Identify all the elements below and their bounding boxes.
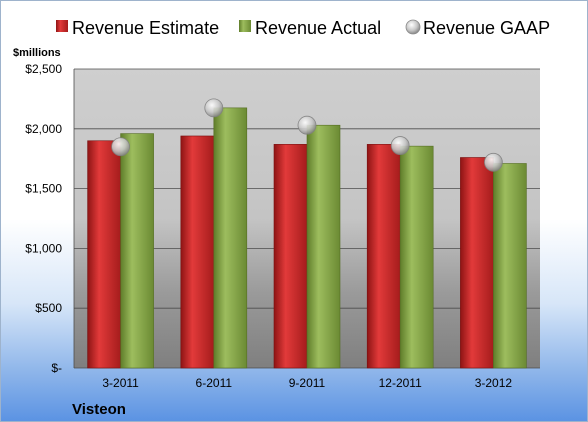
legend-label-estimate: Revenue Estimate bbox=[72, 18, 219, 38]
x-tick-label: 3-2011 bbox=[102, 376, 139, 390]
legend-swatch-estimate bbox=[56, 20, 68, 32]
bar-revenue-estimate bbox=[180, 135, 215, 369]
bar-revenue-actual bbox=[493, 163, 527, 369]
y-tick-label: $500 bbox=[35, 301, 62, 315]
bar-revenue-actual bbox=[213, 107, 248, 369]
y-axis-ticks: $- $500 $1,000 $1,500 $2,000 $2,500 bbox=[25, 62, 62, 375]
y-tick-label: $2,000 bbox=[25, 122, 62, 136]
x-tick-label: 3-2012 bbox=[475, 376, 513, 390]
bar-revenue-estimate bbox=[460, 157, 494, 369]
bar-revenue-actual bbox=[120, 133, 154, 369]
y-tick-label: $1,000 bbox=[25, 241, 62, 255]
marker-revenue-gaap bbox=[483, 152, 503, 172]
y-tick-label: $1,500 bbox=[25, 182, 62, 196]
bar-revenue-estimate bbox=[273, 144, 308, 369]
bar-revenue-estimate bbox=[87, 140, 121, 369]
bar-revenue-actual bbox=[399, 145, 434, 369]
marker-revenue-gaap bbox=[204, 98, 224, 118]
marker-revenue-gaap bbox=[390, 136, 410, 155]
legend: Revenue Estimate Revenue Actual Revenue … bbox=[56, 18, 550, 38]
gaap-markers bbox=[111, 98, 503, 172]
legend-swatch-actual bbox=[239, 20, 251, 32]
company-name: Visteon bbox=[72, 401, 126, 418]
bar-revenue-actual bbox=[306, 124, 341, 369]
y-tick-label: $- bbox=[51, 361, 62, 375]
y-tick-label: $2,500 bbox=[25, 62, 62, 76]
legend-label-gaap: Revenue GAAP bbox=[423, 18, 550, 38]
x-tick-label: 9-2011 bbox=[289, 376, 326, 390]
legend-marker-gaap bbox=[405, 19, 421, 35]
x-tick-label: 6-2011 bbox=[196, 376, 233, 390]
marker-revenue-gaap bbox=[111, 137, 130, 157]
x-tick-label: 12-2011 bbox=[379, 376, 422, 390]
bar-revenue-estimate bbox=[366, 144, 401, 369]
bars bbox=[87, 107, 527, 369]
legend-label-actual: Revenue Actual bbox=[255, 18, 381, 38]
x-axis-ticks: 3-2011 6-2011 9-2011 12-2011 3-2012 bbox=[102, 376, 512, 390]
marker-revenue-gaap bbox=[297, 115, 317, 135]
unit-label: $millions bbox=[13, 47, 61, 59]
